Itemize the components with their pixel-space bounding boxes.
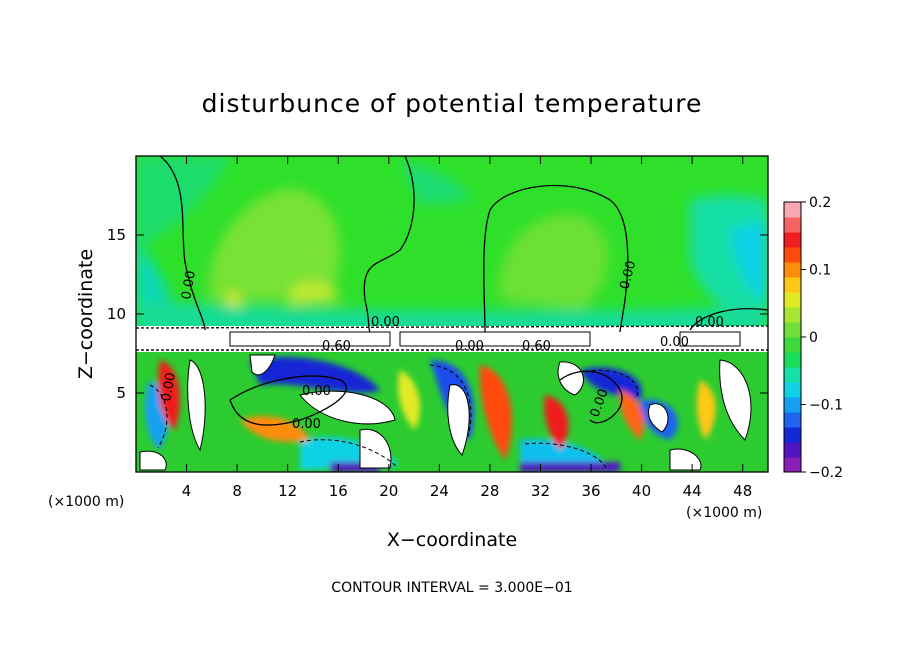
colorbar-swatch <box>784 322 801 338</box>
x-tick-label: 12 <box>278 482 297 500</box>
eddy-red <box>158 360 180 430</box>
colorbar-tick-label: −0.1 <box>809 398 843 414</box>
band-contour <box>229 331 741 347</box>
eddy-yellow <box>398 370 420 430</box>
colorbar-tick-label: 0.2 <box>809 195 831 211</box>
y-tick-label: 10 <box>107 305 126 323</box>
colorbar-swatch <box>784 262 801 278</box>
colorbar <box>784 202 801 473</box>
contour-label: 0.00 <box>179 270 199 301</box>
eddy-red <box>479 365 512 460</box>
contour-label: 0.00 <box>302 384 331 399</box>
cool-region <box>136 156 230 250</box>
colorbar-swatch <box>784 337 801 353</box>
transition-band <box>136 326 768 352</box>
colorbar-swatch <box>784 292 801 308</box>
eddy-blue <box>580 367 642 400</box>
plot-field <box>136 156 768 472</box>
x-tick-label: 32 <box>531 482 550 500</box>
colorbar-swatch <box>784 442 801 458</box>
x-tick-label: 48 <box>733 482 752 500</box>
eddy-blue <box>250 356 380 393</box>
warm-blob <box>208 188 340 300</box>
y-axis: 5 10 15 <box>107 226 768 402</box>
x-tick-label: 4 <box>182 482 192 500</box>
warm-blob <box>224 292 244 308</box>
x-tick-label: 44 <box>683 482 702 500</box>
colorbar-swatch <box>784 277 801 293</box>
colorbar-swatch <box>784 382 801 398</box>
band-edge <box>136 325 768 329</box>
y-tick-label: 15 <box>107 226 126 244</box>
x-tick-label: 24 <box>430 482 449 500</box>
chart-title: disturbunce of potential temperature <box>202 89 703 118</box>
x-axis: 4 8 12 16 20 24 28 32 36 40 44 48 <box>182 156 752 500</box>
colorbar-swatch <box>784 412 801 428</box>
contour-label: 0.00 <box>159 372 179 403</box>
contour-label: 0.00 <box>617 259 639 291</box>
colorbar-swatch <box>784 307 801 323</box>
contour-label: 0.00 <box>695 315 724 330</box>
contour-label: 0.00 <box>455 339 484 354</box>
off-scale-patches <box>139 354 752 471</box>
eddy-yellow <box>696 380 716 440</box>
contour-label: 0.00 <box>660 335 689 350</box>
contour-label: 0.00 <box>371 315 400 330</box>
colorbar-ticks: 0.2 0.1 0 −0.1 −0.2 <box>801 195 843 481</box>
warm-blob <box>499 213 609 310</box>
eddy-orange <box>240 416 310 442</box>
eddy-red <box>619 390 644 440</box>
colorbar-swatch <box>784 367 801 383</box>
negative-contours <box>149 364 639 469</box>
x-tick-label: 36 <box>581 482 600 500</box>
colorbar-swatch <box>784 247 801 263</box>
cool-region <box>730 220 768 300</box>
zero-contours <box>159 156 768 426</box>
colorbar-swatch <box>784 397 801 413</box>
colorbar-swatch <box>784 427 801 443</box>
colorbar-swatch <box>784 217 801 233</box>
y-axis-label: Z−coordinate <box>75 249 97 379</box>
eddy-purple <box>520 462 620 472</box>
y-tick-label: 5 <box>116 384 126 402</box>
colorbar-tick-label: −0.2 <box>809 465 843 481</box>
colorbar-tick-label: 0.1 <box>809 263 831 279</box>
z-unit-label: (×1000 m) <box>686 505 762 521</box>
colorbar-tick-label: 0 <box>809 330 818 346</box>
contour-label: 0.00 <box>292 417 321 432</box>
colorbar-swatch <box>784 202 801 218</box>
contour-interval-note: CONTOUR INTERVAL = 3.000E−01 <box>331 580 572 596</box>
x-tick-label: 20 <box>379 482 398 500</box>
warm-blob <box>288 281 340 305</box>
contour-label: 0.60 <box>322 339 351 354</box>
colorbar-swatch <box>784 232 801 248</box>
cool-region <box>400 160 470 205</box>
x-tick-label: 40 <box>632 482 651 500</box>
contour-label: 0.60 <box>522 339 551 354</box>
x-tick-label: 16 <box>329 482 348 500</box>
x-unit-label: (×1000 m) <box>48 494 124 510</box>
x-tick-label: 8 <box>232 482 242 500</box>
x-axis-label: X−coordinate <box>387 529 517 551</box>
x-tick-label: 28 <box>480 482 499 500</box>
eddy-red <box>544 395 569 450</box>
colorbar-swatch <box>784 457 801 473</box>
colorbar-swatch <box>784 352 801 368</box>
